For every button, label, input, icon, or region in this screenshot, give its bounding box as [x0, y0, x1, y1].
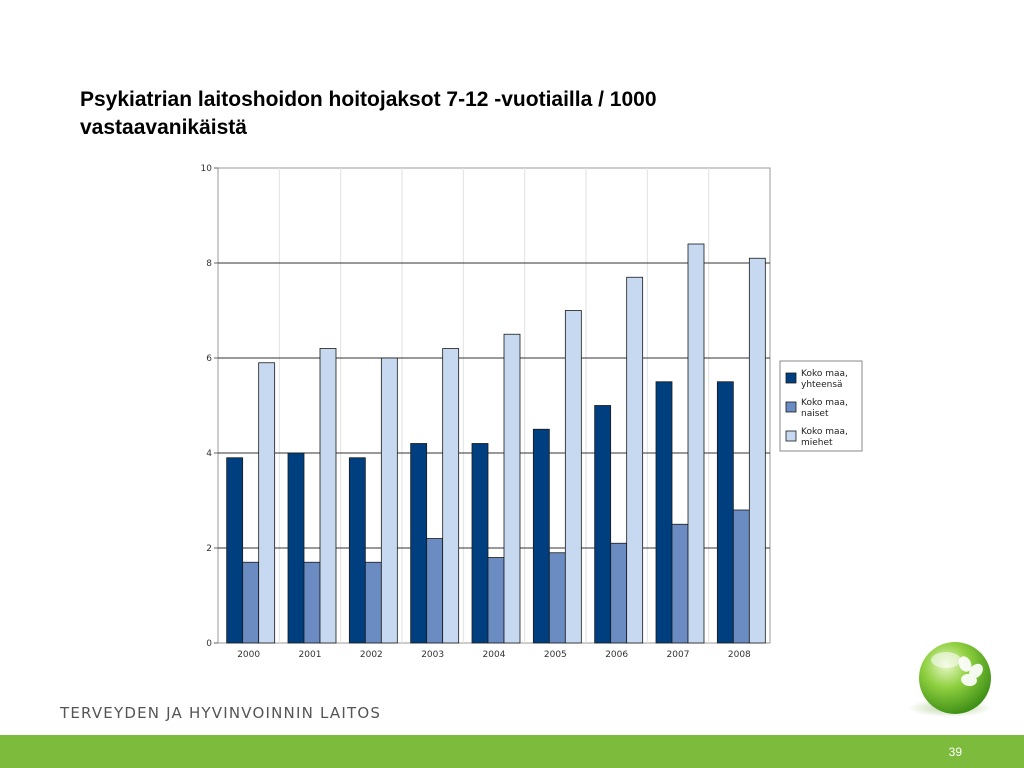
legend-swatch	[785, 372, 797, 384]
bar	[442, 348, 460, 644]
x-tick-label: 2003	[421, 650, 444, 660]
y-tick-label: 6	[206, 354, 212, 364]
y-tick-label: 8	[206, 259, 212, 269]
bar	[364, 561, 382, 644]
legend-label: Koko maa, naiset	[801, 398, 848, 419]
slide-title-line-2: vastaavanikäistä	[80, 116, 247, 139]
bar	[410, 443, 428, 644]
bar	[594, 405, 612, 644]
y-tick-label: 0	[206, 639, 212, 649]
legend-label: Koko maa, yhteensä	[801, 369, 848, 390]
x-tick-label: 2002	[360, 650, 383, 660]
bar	[487, 557, 505, 644]
x-tick-label: 2005	[544, 650, 567, 660]
x-tick-label: 2008	[728, 650, 751, 660]
x-tick-label: 2007	[667, 650, 690, 660]
legend-swatch	[785, 401, 797, 413]
bar	[426, 538, 444, 644]
bar	[671, 523, 689, 644]
bar	[655, 381, 673, 644]
bar	[348, 457, 366, 644]
bar	[748, 257, 766, 644]
page-number: 39	[948, 745, 962, 759]
slide-title-line-1: Psykiatrian laitoshoidon hoitojaksot 7-1…	[80, 88, 657, 111]
bar	[242, 561, 260, 644]
y-tick-label: 4	[206, 449, 212, 459]
y-tick-label: 2	[206, 544, 212, 554]
legend-label: Koko maa, miehet	[801, 427, 848, 448]
thl-globe-logo	[908, 642, 992, 717]
bar	[548, 552, 566, 644]
bar	[380, 357, 398, 644]
bar	[626, 276, 644, 644]
bar	[610, 542, 628, 644]
x-tick-label: 2006	[605, 650, 628, 660]
bar	[287, 452, 305, 644]
y-tick-label: 10	[201, 164, 213, 174]
x-tick-label: 2004	[483, 650, 506, 660]
organization-name: TERVEYDEN JA HYVINVOINNIN LAITOS	[60, 704, 382, 722]
bar-chart: 0 2 4 6 8 10 2000 2001 2002 2003 2004 2005 2006 2007 2…	[201, 164, 863, 660]
x-tick-label: 2000	[237, 650, 260, 660]
x-tick-label: 2001	[299, 650, 322, 660]
bar	[716, 381, 734, 644]
bar	[319, 348, 337, 644]
bar	[226, 457, 244, 644]
bar	[732, 509, 750, 644]
bar	[303, 561, 321, 644]
bar	[258, 362, 276, 644]
bar	[532, 428, 550, 644]
bar	[564, 310, 582, 644]
bar	[687, 243, 705, 644]
footer-bar: 39	[0, 735, 1024, 768]
slide-title: Psykiatrian laitoshoidon hoitojaksot 7-1…	[80, 86, 840, 142]
legend-swatch	[785, 430, 797, 442]
bar	[471, 443, 489, 644]
bar	[503, 333, 521, 644]
